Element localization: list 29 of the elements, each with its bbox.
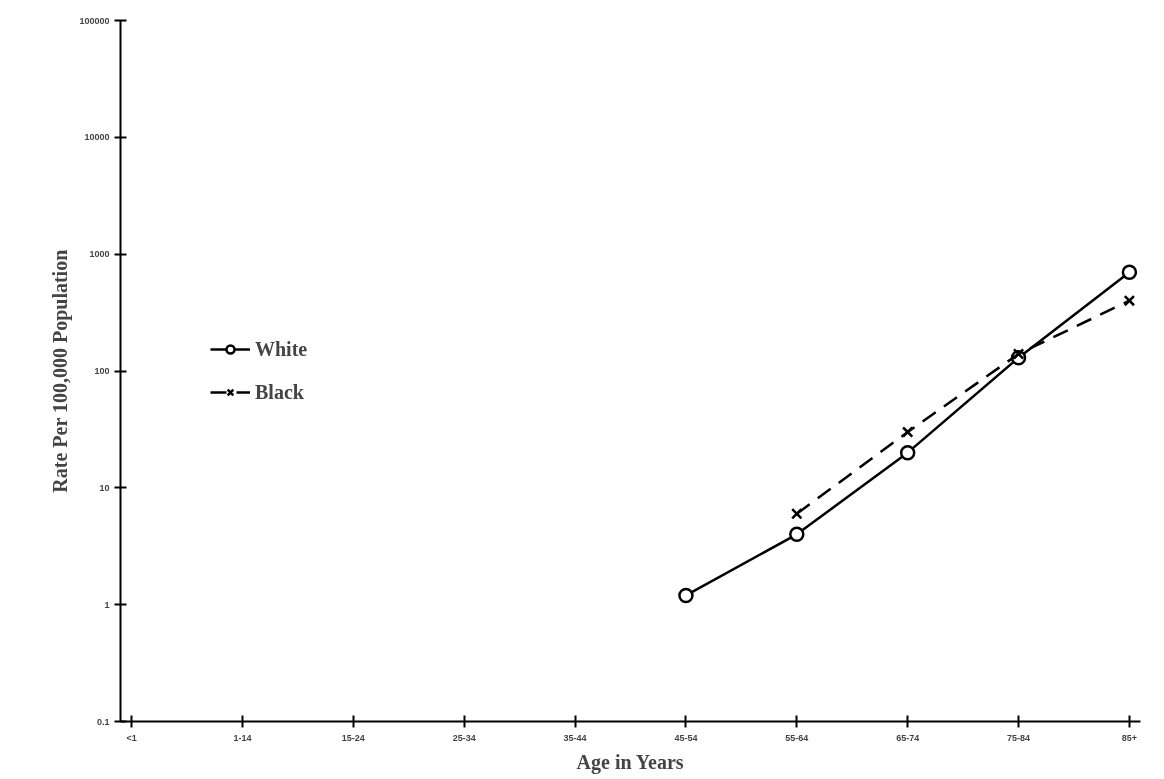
point: [789, 526, 805, 543]
x-tick-label: 75-84: [1007, 732, 1031, 743]
point: [1123, 294, 1136, 307]
y-axis-title: Rate Per 100,000 Population: [49, 249, 73, 493]
legend-label: Black: [255, 380, 304, 404]
point: [678, 587, 694, 604]
legend-label: White: [255, 337, 308, 361]
x-tick-label: 25-34: [452, 732, 476, 743]
y-tick-label: 10000: [84, 132, 110, 143]
x-axis-title: Age in Years: [576, 750, 684, 774]
point: [899, 444, 916, 461]
y-tick-label: 1000: [89, 249, 110, 260]
x-tick-label: <1: [126, 732, 137, 743]
point: [901, 426, 914, 438]
point: [1012, 348, 1025, 360]
x-tick-label: 55-64: [785, 732, 809, 743]
y-tick-label: 100: [94, 366, 110, 376]
x-tick-label: 85+: [1121, 732, 1138, 743]
x-tick-label: 35-44: [563, 732, 587, 743]
y-tick-label: 10: [99, 482, 110, 493]
x-tick-label: 45-54: [674, 732, 698, 743]
point: [790, 507, 803, 520]
y-tick-label: 1: [104, 599, 110, 610]
y-tick-label: 0.1: [96, 716, 110, 727]
x-tick-label: 1-14: [233, 732, 252, 743]
x-tick-label: 15-24: [341, 732, 365, 743]
x-tick-label: 65-74: [896, 732, 920, 743]
y-tick-label: 100000: [79, 15, 110, 26]
point: [1121, 264, 1138, 280]
